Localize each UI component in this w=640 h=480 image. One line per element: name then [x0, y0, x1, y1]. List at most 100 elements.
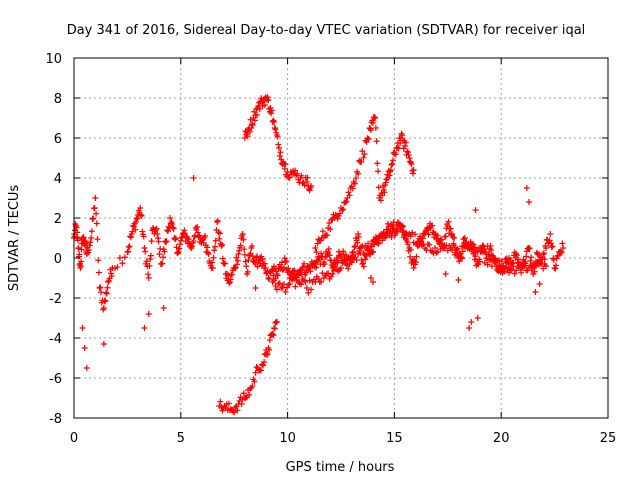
- data-point-lower-branch: [392, 228, 399, 235]
- data-point-rising-ridge: [367, 125, 374, 132]
- x-tick-label: 15: [386, 431, 403, 446]
- data-point-main-band: [528, 254, 535, 261]
- data-point-main-band: [93, 210, 100, 217]
- data-point-main-band: [513, 252, 520, 259]
- data-point-upper-arc: [308, 183, 315, 189]
- data-point-rising-ridge: [406, 155, 413, 161]
- x-tick-label: 20: [493, 431, 510, 446]
- data-point-main-band: [86, 242, 93, 249]
- data-point-rising-ridge: [340, 206, 347, 213]
- plot-frame: [73, 57, 609, 419]
- data-point-main-band: [513, 251, 520, 257]
- data-point-outliers: [83, 365, 90, 371]
- data-point-upper-arc: [301, 182, 308, 189]
- data-point-main-band: [130, 223, 137, 230]
- data-point-outliers: [525, 199, 532, 205]
- data-point-lower-branch: [325, 270, 332, 277]
- data-point-main-band: [321, 260, 328, 267]
- data-point-upper-arc: [268, 110, 275, 117]
- data-point-outliers: [79, 325, 86, 331]
- data-point-lower-branch: [355, 251, 362, 257]
- data-point-main-band: [234, 261, 241, 268]
- data-point-rising-ridge: [326, 220, 333, 227]
- data-point-lower-arc: [273, 319, 280, 325]
- y-tick-label: -2: [49, 292, 62, 307]
- data-point-lower-branch: [497, 264, 504, 271]
- data-point-upper-arc: [246, 128, 253, 135]
- data-point-main-band: [221, 260, 228, 267]
- data-point-upper-arc: [306, 187, 313, 194]
- y-tick-label: 4: [54, 172, 62, 187]
- data-point-main-band: [287, 271, 294, 278]
- data-point-main-band: [90, 215, 97, 222]
- data-point-main-band: [173, 244, 180, 251]
- data-point-lower-branch: [343, 262, 350, 269]
- data-point-lower-branch: [382, 231, 389, 238]
- data-point-main-band: [229, 271, 236, 278]
- data-point-main-band: [176, 245, 183, 252]
- data-point-main-band: [375, 240, 382, 247]
- data-point-lower-arc: [269, 331, 276, 337]
- data-point-rising-ridge: [313, 249, 320, 256]
- data-point-rising-ridge: [381, 189, 388, 196]
- data-point-lower-branch: [433, 249, 440, 256]
- data-point-rising-ridge: [327, 226, 334, 233]
- data-point-lower-branch: [500, 263, 507, 269]
- data-point-outliers: [145, 311, 152, 317]
- data-point-main-band: [178, 234, 185, 241]
- data-point-upper-arc: [282, 161, 289, 168]
- data-point-rising-ridge: [339, 207, 346, 214]
- data-point-upper-arc: [261, 102, 268, 109]
- data-point-main-band: [202, 233, 209, 240]
- data-point-main-band: [211, 243, 218, 250]
- data-point-outliers: [100, 341, 107, 347]
- data-point-lower-branch: [424, 241, 431, 248]
- data-point-main-band: [74, 229, 81, 236]
- data-point-outliers: [367, 275, 374, 281]
- data-point-outliers: [536, 281, 543, 287]
- data-point-lower-branch: [296, 280, 303, 287]
- data-point-main-band: [88, 235, 95, 241]
- data-point-main-band: [132, 219, 139, 225]
- data-point-main-band: [190, 238, 197, 245]
- data-point-lower-branch: [356, 247, 363, 254]
- x-tick-label: 0: [70, 431, 78, 446]
- data-point-main-band: [153, 225, 160, 232]
- data-point-main-band: [531, 268, 538, 275]
- data-point-main-band: [281, 264, 288, 271]
- data-point-lower-arc: [266, 346, 273, 353]
- data-point-main-band: [91, 204, 98, 211]
- x-tick-label: 5: [177, 431, 185, 446]
- data-point-main-band: [148, 238, 155, 245]
- data-point-lower-branch: [383, 226, 390, 233]
- data-point-rising-ridge: [373, 138, 380, 145]
- data-point-main-band: [204, 244, 211, 251]
- data-point-main-band: [326, 252, 333, 259]
- data-point-main-band: [80, 234, 87, 241]
- data-point-rising-ridge: [388, 161, 395, 168]
- data-point-rising-ridge: [387, 167, 394, 174]
- data-point-rising-ridge: [359, 148, 366, 155]
- data-point-rising-ridge: [389, 161, 396, 167]
- data-point-main-band: [285, 265, 292, 272]
- data-point-lower-branch: [540, 265, 547, 272]
- data-point-lower-branch: [367, 243, 374, 250]
- data-point-lower-arc: [264, 350, 271, 357]
- data-point-main-band: [177, 241, 184, 248]
- data-point-main-band: [93, 220, 100, 227]
- data-point-main-band: [379, 237, 386, 244]
- data-point-rising-ridge: [383, 176, 390, 183]
- data-point-main-band: [550, 256, 557, 263]
- data-point-main-band: [300, 263, 307, 270]
- data-point-main-band: [74, 237, 81, 244]
- data-point-main-band: [488, 247, 495, 254]
- data-point-lower-arc: [257, 367, 264, 374]
- data-point-lower-arc: [260, 362, 267, 369]
- data-point-main-band: [370, 248, 377, 255]
- data-point-main-band: [105, 279, 112, 285]
- data-point-main-band: [137, 211, 144, 218]
- data-point-main-band: [147, 252, 154, 259]
- data-point-lower-arc: [272, 320, 279, 327]
- data-point-rising-ridge: [382, 179, 389, 186]
